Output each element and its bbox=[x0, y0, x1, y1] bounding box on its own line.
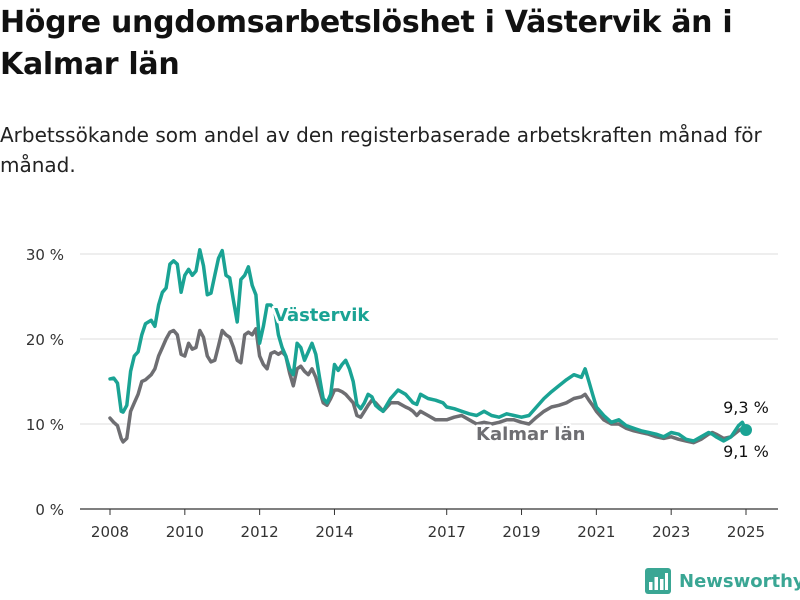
x-tick-label: 2023 bbox=[652, 523, 690, 541]
x-tick-label: 2010 bbox=[166, 523, 204, 541]
gridlines bbox=[80, 253, 778, 510]
series-lines bbox=[108, 248, 752, 445]
y-tick-label: 30 % bbox=[26, 246, 64, 264]
chart-subtitle: Arbetssökande som andel av den registerb… bbox=[0, 123, 762, 177]
y-axis: 0 % 10 % 20 % 30 % bbox=[26, 246, 64, 519]
x-tick-label: 2019 bbox=[502, 523, 540, 541]
brand-name: Newsworthy bbox=[679, 570, 800, 592]
endpoint-marker-vastervik bbox=[740, 423, 752, 436]
series-label-vastervik: Västervik bbox=[274, 305, 370, 326]
series-label-kalmar-halo: Kalmar län bbox=[476, 424, 585, 445]
chart-title: Högre ungdomsarbetslöshet i Västervik än… bbox=[0, 5, 733, 82]
series-line-kalmar bbox=[108, 327, 748, 445]
x-axis: 2008 2010 2012 2014 2017 2019 2021 2023 2025 bbox=[91, 509, 765, 541]
newsworthy-logo-icon bbox=[645, 568, 671, 594]
brand-logo: Newsworthy bbox=[645, 568, 800, 594]
series-line-vastervik bbox=[108, 248, 748, 443]
x-tick-label: 2017 bbox=[428, 523, 466, 541]
end-label-kalmar: 9,1 % bbox=[723, 442, 769, 461]
y-tick-label: 20 % bbox=[26, 331, 64, 349]
series-label-vastervik-halo: Västervik bbox=[274, 305, 370, 326]
x-tick-label: 2025 bbox=[727, 523, 765, 541]
x-tick-label: 2014 bbox=[315, 523, 353, 541]
end-label-vastervik: 9,3 % bbox=[723, 398, 769, 417]
x-tick-label: 2021 bbox=[577, 523, 615, 541]
series-label-kalmar: Kalmar län bbox=[476, 424, 585, 445]
y-tick-label: 0 % bbox=[35, 501, 64, 519]
x-tick-label: 2012 bbox=[241, 523, 279, 541]
y-tick-label: 10 % bbox=[26, 416, 64, 434]
x-tick-label: 2008 bbox=[91, 523, 129, 541]
